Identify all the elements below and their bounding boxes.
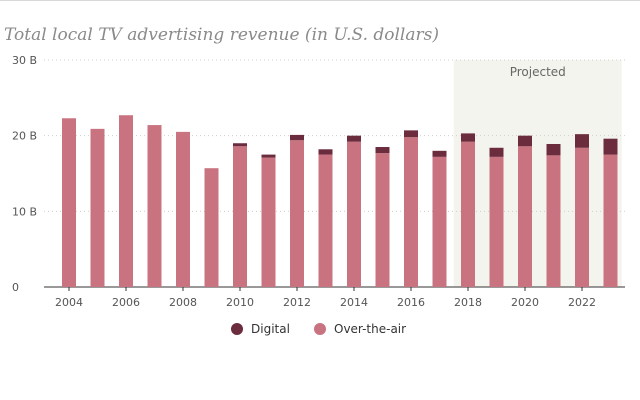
bar-digital-2021 [546, 143, 561, 156]
bar-digital-2012 [290, 134, 304, 141]
bar-over-the-air-2008 [176, 131, 190, 287]
y-tick-label-10: 10 B [12, 205, 37, 218]
bar-over-the-air-2016 [404, 137, 418, 287]
bar-chart: Projected 0 10 B 20 B 30 B 2004 2006 2008 2010 20… [12, 54, 625, 309]
x-tick-label-2012: 2012 [283, 296, 311, 309]
bar-over-the-air-2020 [518, 146, 532, 287]
legend-swatch-digital [231, 323, 243, 335]
legend-label-over-the-air: Over-the-air [334, 322, 407, 336]
y-tick-label-30: 30 B [12, 54, 37, 67]
x-tick-label-2004: 2004 [55, 296, 83, 309]
bar-over-the-air-2022 [575, 147, 589, 287]
bar-over-the-air-2007 [147, 125, 162, 287]
bar-digital-2018 [461, 133, 475, 142]
legend-item-over-the-air: Over-the-air [314, 322, 406, 336]
bar-over-the-air-2019 [489, 156, 504, 287]
x-tick-label-2022: 2022 [568, 296, 596, 309]
x-tick-label-2016: 2016 [397, 296, 425, 309]
bar-over-the-air-2018 [461, 141, 475, 287]
bar-over-the-air-2006 [119, 115, 133, 287]
bar-digital-2019 [489, 147, 504, 157]
x-tick-label-2008: 2008 [169, 296, 197, 309]
bar-digital-2017 [432, 150, 447, 157]
bar-digital-2013 [318, 149, 333, 155]
bar-digital-2014 [347, 135, 361, 142]
bar-digital-2016 [404, 130, 418, 138]
bar-digital-2011 [261, 154, 276, 158]
x-tick-label-2010: 2010 [226, 296, 254, 309]
bar-digital-2010 [233, 143, 247, 147]
top-rule [0, 0, 640, 1]
y-tick-label-20: 20 B [12, 130, 37, 143]
legend-swatch-over-the-air [314, 323, 326, 335]
bar-digital-2020 [518, 135, 532, 147]
x-tick-label-2006: 2006 [112, 296, 140, 309]
projected-label: Projected [510, 65, 566, 79]
projected-region [453, 60, 622, 287]
bar-over-the-air-2014 [347, 141, 361, 287]
bar-over-the-air-2015 [375, 153, 390, 287]
legend-item-digital: Digital [231, 322, 290, 336]
bar-over-the-air-2021 [546, 155, 561, 287]
chart-title: Total local TV advertising revenue (in U… [4, 25, 439, 45]
bar-over-the-air-2023 [603, 154, 618, 287]
x-tick-label-2020: 2020 [511, 296, 539, 309]
bar-over-the-air-2009 [204, 168, 219, 287]
bar-over-the-air-2011 [261, 157, 276, 287]
bar-digital-2023 [603, 138, 618, 155]
bar-over-the-air-2012 [290, 140, 304, 287]
y-tick-label-0: 0 [12, 281, 19, 294]
bar-over-the-air-2005 [90, 128, 105, 287]
x-tick-label-2018: 2018 [454, 296, 482, 309]
bar-over-the-air-2004 [62, 118, 76, 287]
bar-over-the-air-2013 [318, 154, 333, 287]
bar-digital-2022 [575, 134, 589, 148]
bar-over-the-air-2017 [432, 156, 447, 287]
legend-label-digital: Digital [251, 322, 290, 336]
legend: Digital Over-the-air [0, 322, 640, 342]
x-tick-label-2014: 2014 [340, 296, 368, 309]
bar-digital-2015 [375, 147, 390, 154]
bar-over-the-air-2010 [233, 146, 247, 287]
